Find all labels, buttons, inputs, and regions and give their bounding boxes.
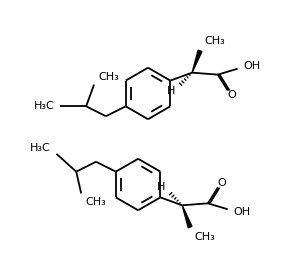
Text: OH: OH [233,207,250,217]
Text: H: H [167,86,176,97]
Text: O: O [227,90,236,100]
Text: CH₃: CH₃ [195,232,215,242]
Text: CH₃: CH₃ [98,72,119,82]
Text: H₃C: H₃C [34,101,55,111]
Polygon shape [182,205,192,228]
Polygon shape [192,50,202,73]
Text: H: H [157,182,166,191]
Text: OH: OH [243,61,260,71]
Text: H₃C: H₃C [30,143,51,153]
Text: CH₃: CH₃ [205,36,225,46]
Text: O: O [218,178,226,188]
Text: CH₃: CH₃ [86,197,106,207]
